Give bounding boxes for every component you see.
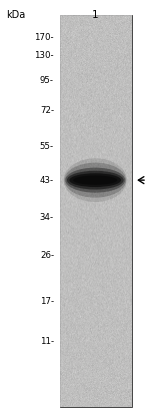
Ellipse shape	[64, 158, 127, 202]
Ellipse shape	[69, 173, 121, 187]
Bar	[60, 15, 132, 407]
Ellipse shape	[67, 171, 124, 190]
Text: 72-: 72-	[40, 106, 54, 115]
Text: 43-: 43-	[40, 176, 54, 185]
Text: 17-: 17-	[40, 296, 54, 306]
Text: 11-: 11-	[40, 337, 54, 347]
Ellipse shape	[78, 177, 112, 183]
Text: 1: 1	[92, 10, 99, 20]
Ellipse shape	[73, 176, 117, 185]
Text: 26-: 26-	[40, 251, 54, 260]
Ellipse shape	[64, 163, 126, 198]
Text: 95-: 95-	[40, 75, 54, 85]
Text: 170-: 170-	[34, 33, 54, 42]
Text: kDa: kDa	[6, 10, 25, 20]
Text: 34-: 34-	[40, 213, 54, 222]
Text: 55-: 55-	[40, 142, 54, 151]
Text: 130-: 130-	[34, 50, 54, 60]
Ellipse shape	[65, 168, 125, 193]
